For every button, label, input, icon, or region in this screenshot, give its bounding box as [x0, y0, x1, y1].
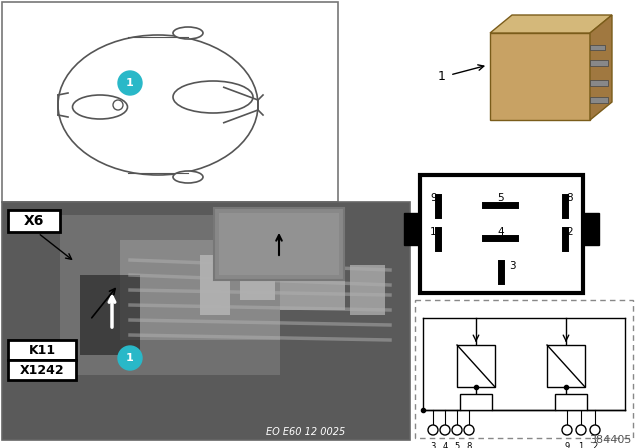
- Bar: [315, 255, 345, 310]
- Text: 384405: 384405: [589, 435, 632, 445]
- Bar: [2, 2, 338, 202]
- Ellipse shape: [173, 81, 253, 113]
- Text: 4: 4: [498, 227, 504, 237]
- Bar: [219, 213, 339, 275]
- Bar: [120, 240, 280, 340]
- Text: 8: 8: [467, 442, 472, 448]
- Polygon shape: [490, 15, 612, 33]
- Text: 8: 8: [566, 193, 573, 203]
- Bar: [60, 215, 280, 375]
- Text: 5: 5: [454, 442, 460, 448]
- Ellipse shape: [58, 35, 258, 175]
- Circle shape: [428, 425, 438, 435]
- Text: X6: X6: [24, 214, 44, 228]
- Text: 3: 3: [430, 442, 436, 448]
- Circle shape: [118, 346, 142, 370]
- Bar: [214, 208, 344, 280]
- Bar: [460, 394, 492, 410]
- Bar: [583, 213, 599, 245]
- Bar: [420, 175, 583, 293]
- Bar: [80, 275, 140, 355]
- Bar: [415, 300, 633, 438]
- Text: 4: 4: [442, 442, 447, 448]
- Circle shape: [576, 425, 586, 435]
- Circle shape: [118, 71, 142, 95]
- Bar: [280, 260, 315, 310]
- Bar: [8, 360, 76, 380]
- Bar: [404, 213, 420, 245]
- Bar: [457, 345, 495, 387]
- Bar: [590, 45, 605, 50]
- Text: 5: 5: [498, 193, 504, 203]
- Text: EO E60 12 0025: EO E60 12 0025: [266, 427, 345, 437]
- Bar: [8, 210, 60, 232]
- Bar: [240, 245, 275, 300]
- Text: 9: 9: [564, 442, 570, 448]
- Bar: [590, 60, 608, 66]
- Bar: [547, 345, 585, 387]
- Text: 9: 9: [430, 193, 436, 203]
- Ellipse shape: [173, 27, 203, 39]
- Bar: [490, 33, 590, 120]
- Text: 1: 1: [579, 442, 584, 448]
- Bar: [350, 265, 385, 315]
- Text: X1242: X1242: [20, 363, 64, 376]
- Bar: [590, 97, 608, 103]
- Text: 1: 1: [126, 353, 134, 363]
- Circle shape: [590, 425, 600, 435]
- Circle shape: [452, 425, 462, 435]
- Text: 2: 2: [593, 442, 598, 448]
- Bar: [8, 340, 76, 360]
- Bar: [590, 80, 608, 86]
- Circle shape: [440, 425, 450, 435]
- Bar: [200, 255, 230, 315]
- Circle shape: [562, 425, 572, 435]
- Circle shape: [464, 425, 474, 435]
- Text: 1: 1: [438, 70, 446, 83]
- Text: 3: 3: [509, 261, 516, 271]
- Bar: [555, 394, 587, 410]
- Ellipse shape: [173, 171, 203, 183]
- Text: 2: 2: [566, 227, 573, 237]
- Circle shape: [113, 100, 123, 110]
- Text: 1: 1: [430, 227, 436, 237]
- Polygon shape: [590, 15, 612, 120]
- Ellipse shape: [72, 95, 127, 119]
- Text: K11: K11: [28, 344, 56, 357]
- Bar: [2, 202, 410, 440]
- Text: 1: 1: [126, 78, 134, 88]
